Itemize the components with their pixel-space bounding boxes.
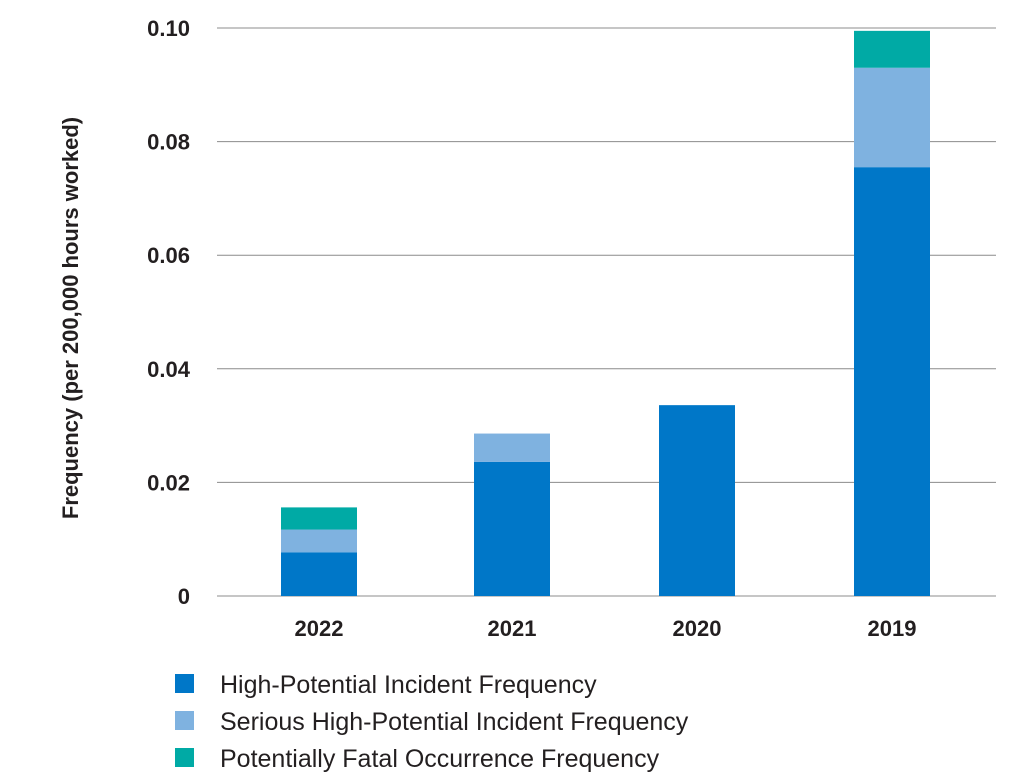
bar-2021-series-0 <box>474 461 550 596</box>
y-tick-label-5: 0.10 <box>147 16 190 41</box>
y-tick-label-2: 0.04 <box>147 357 191 382</box>
legend-swatch-2 <box>175 748 194 767</box>
bars <box>281 30 930 596</box>
legend-swatch-0 <box>175 674 194 693</box>
bar-2019-series-2 <box>854 30 930 68</box>
bar-2022-series-1 <box>281 529 357 553</box>
y-tick-label-1: 0.02 <box>147 470 190 495</box>
bar-2022-series-2 <box>281 507 357 530</box>
bar-2020-series-0 <box>659 405 735 596</box>
x-tick-label-2022: 2022 <box>295 616 344 641</box>
x-tick-label-2020: 2020 <box>673 616 722 641</box>
legend-label-2: Potentially Fatal Occurrence Frequency <box>220 745 660 773</box>
legend-label-1: Serious High-Potential Incident Frequenc… <box>220 708 689 736</box>
x-tick-label-2019: 2019 <box>868 616 917 641</box>
legend-label-0: High-Potential Incident Frequency <box>220 671 597 699</box>
bar-2021-series-1 <box>474 433 550 462</box>
bar-2022-series-0 <box>281 552 357 596</box>
x-tick-labels: 2022 2021 2020 2019 <box>295 616 917 641</box>
x-tick-label-2021: 2021 <box>488 616 537 641</box>
y-tick-label-0: 0 <box>178 584 190 609</box>
legend-swatch-1 <box>175 711 194 730</box>
bar-2019-series-1 <box>854 67 930 168</box>
y-tick-label-4: 0.08 <box>147 130 190 155</box>
y-axis-title: Frequency (per 200,000 hours worked) <box>58 117 83 519</box>
y-tick-labels: 0 0.02 0.04 0.06 0.08 0.10 <box>147 16 191 609</box>
y-tick-label-3: 0.06 <box>147 243 190 268</box>
legend: High-Potential Incident Frequency Serious… <box>175 671 689 773</box>
bar-2019-series-0 <box>854 167 930 596</box>
